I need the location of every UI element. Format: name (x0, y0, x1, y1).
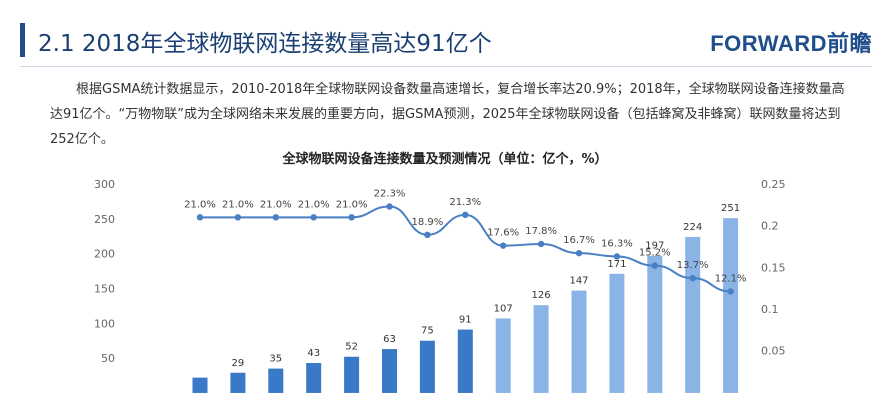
bar-value-label: 224 (683, 222, 702, 233)
growth-rate-label: 18.9% (412, 217, 444, 228)
growth-rate-label: 21.0% (336, 199, 368, 210)
growth-rate-point (272, 214, 279, 221)
brand-logo: FORWARD前瞻 (710, 31, 872, 56)
growth-rate-label: 12.1% (715, 273, 747, 284)
page-title: 2.1 2018年全球物联网连接数量高达91亿个 (38, 31, 492, 57)
y-axis-tick-label: 250 (94, 213, 115, 226)
growth-rate-point (348, 214, 355, 221)
y2-axis-tick-label: 0.1 (761, 303, 779, 316)
y-axis-tick-label: 150 (94, 282, 115, 295)
y-axis-tick-label: 100 (94, 317, 115, 330)
bar-value-label: 197 (645, 241, 664, 252)
bar-value-label: 147 (569, 276, 588, 287)
bar-value-label: 251 (721, 203, 740, 214)
growth-rate-point (727, 288, 734, 295)
growth-rate-point (689, 274, 696, 282)
bar (723, 218, 739, 393)
connections-chart: 全球物联网设备连接数量及预测情况（单位：亿个，%） 300 250 200 150 100… (94, 151, 786, 393)
bar (533, 305, 549, 393)
y2-axis-tick-label: 0.25 (761, 178, 786, 191)
bar-value-label: 63 (383, 334, 396, 345)
bar (495, 318, 511, 393)
growth-rate-point (196, 214, 204, 221)
bar-value-label: 52 (345, 342, 358, 353)
y-axis-tick-label: 200 (94, 248, 115, 261)
bar-value-label: 29 (232, 358, 245, 369)
y2-axis-tick-label: 0.15 (761, 261, 786, 274)
growth-rate-point (386, 203, 393, 210)
bar (382, 349, 397, 393)
y2-axis-tick-label: 0.05 (761, 345, 786, 358)
header-divider (20, 66, 872, 67)
chart-area: 全球物联网设备连接数量及预测情况（单位：亿个，%） 300 250 200 150 100… (0, 140, 890, 400)
bar-value-label: 126 (532, 290, 551, 301)
growth-rate-label: 21.0% (222, 199, 254, 210)
growth-rate-label: 15.2% (639, 248, 671, 259)
bar-value-label: 107 (494, 303, 513, 314)
bar-value-label: 43 (307, 348, 320, 359)
y-axis-tick-label: 300 (94, 178, 115, 191)
bar (647, 255, 663, 393)
bar (306, 363, 322, 393)
bar (344, 356, 360, 393)
growth-rate-point (651, 262, 658, 269)
title-accent-bar (20, 23, 25, 57)
growth-rate-point (462, 211, 469, 219)
bar (457, 329, 473, 393)
growth-rate-point (500, 242, 507, 249)
growth-rate-label: 17.8% (525, 226, 557, 237)
growth-rate-point (575, 249, 583, 257)
bar (419, 340, 435, 393)
growth-rate-point (310, 214, 317, 221)
growth-rate-point (424, 231, 431, 239)
intro-paragraph: 根据GSMA统计数据显示，2010-2018年全球物联网设备数量高速增长，复合增… (50, 82, 845, 147)
growth-rate-label: 21.3% (449, 197, 481, 208)
bar-value-label: 35 (269, 354, 282, 365)
growth-rate-point (234, 214, 242, 221)
growth-rate-label: 16.3% (601, 238, 633, 249)
bar-value-label: 91 (459, 315, 472, 326)
growth-rate-label: 21.0% (184, 199, 216, 210)
chart-title: 全球物联网设备连接数量及预测情况（单位：亿个，%） (281, 151, 607, 167)
bar (609, 273, 625, 393)
bar-value-label: 171 (607, 259, 626, 270)
growth-rate-label: 22.3% (374, 188, 406, 199)
slide-header: 2.1 2018年全球物联网连接数量高达91亿个 FORWARD前瞻 (0, 0, 890, 72)
growth-rate-label: 16.7% (563, 235, 595, 246)
bar (268, 368, 284, 393)
growth-rate-label: 13.7% (677, 260, 709, 271)
y2-axis-tick-label: 0.2 (761, 220, 779, 233)
y-axis-tick-label: 50 (101, 352, 115, 365)
growth-rate-label: 21.0% (260, 199, 292, 210)
growth-rate-point (537, 240, 545, 248)
growth-rate-label: 17.6% (487, 228, 519, 239)
bar-value-label: 75 (421, 326, 434, 337)
bar (685, 236, 701, 393)
bar (192, 377, 208, 393)
growth-rate-label: 21.0% (298, 199, 330, 210)
bar (571, 290, 587, 393)
bar (230, 372, 246, 393)
growth-rate-point (613, 253, 621, 260)
